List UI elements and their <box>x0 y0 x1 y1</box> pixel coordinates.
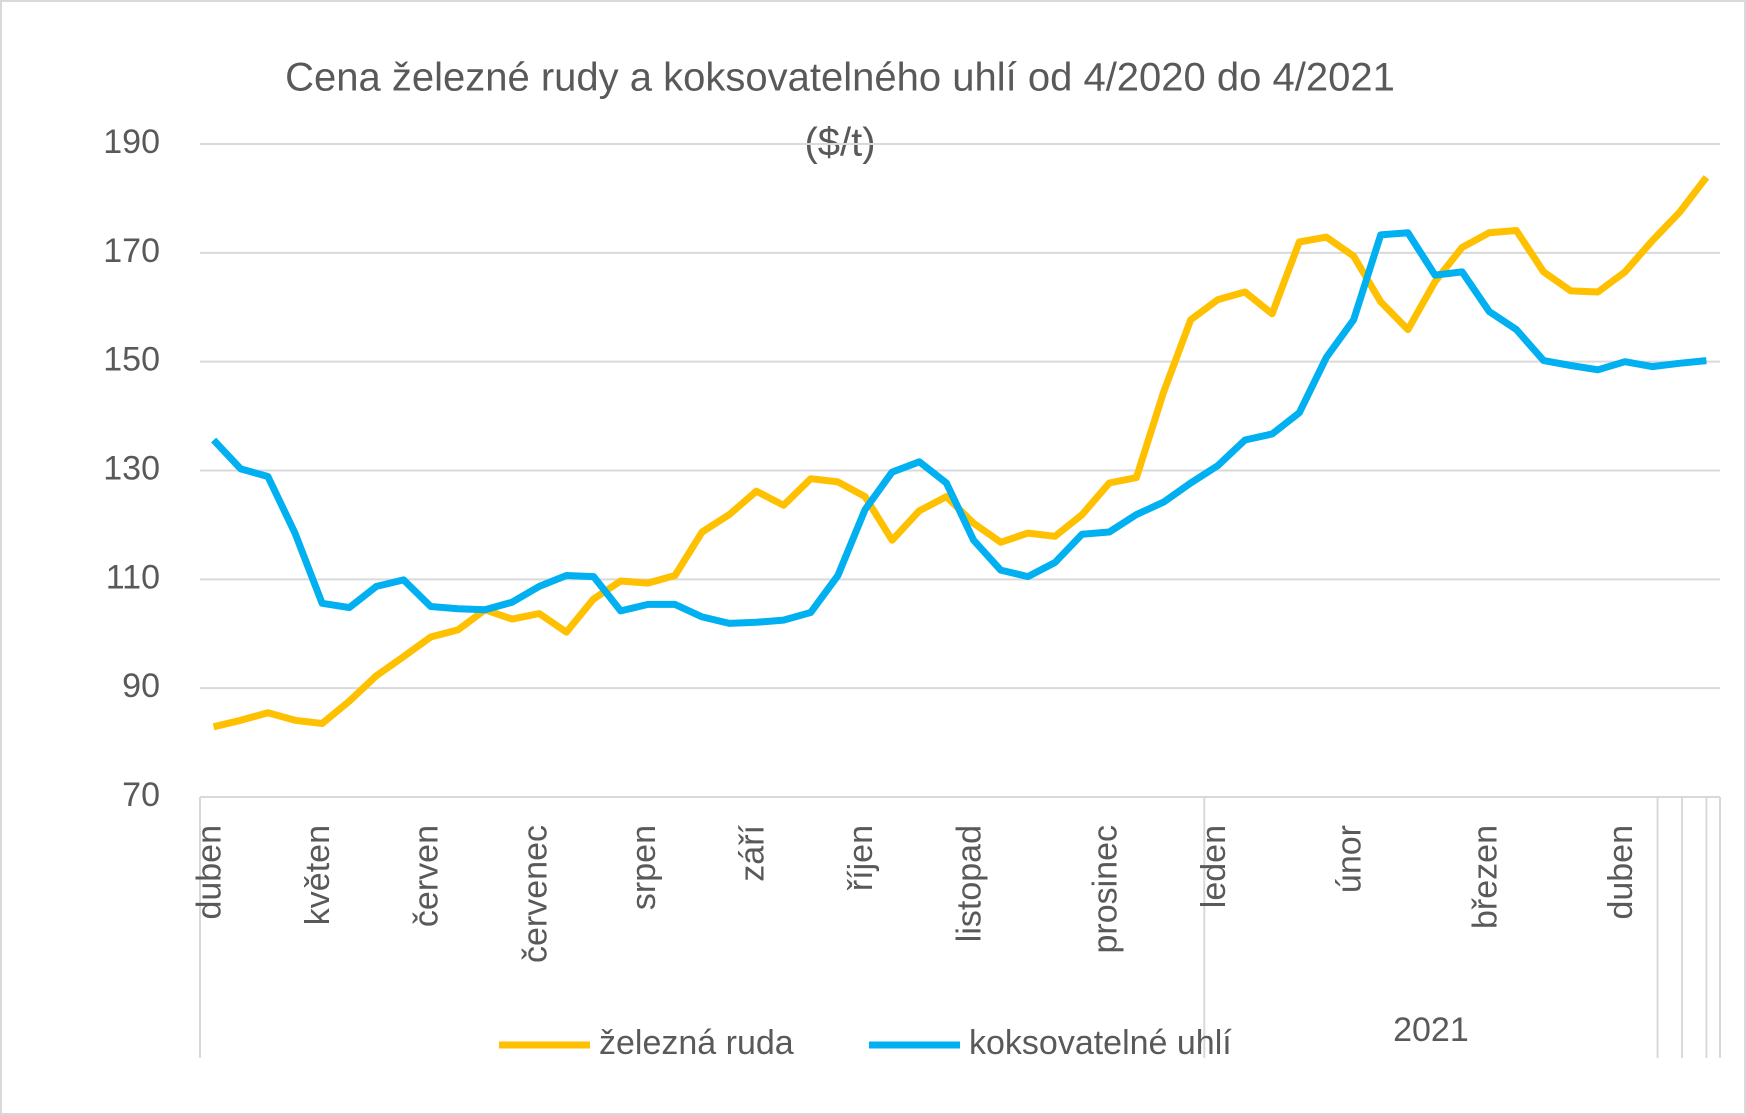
y-tick-label: 130 <box>103 449 160 487</box>
data-line <box>211 229 1707 627</box>
x-tick-label: únor <box>1331 825 1369 893</box>
x-tick-label: duben <box>191 825 229 920</box>
x-tick-label: prosinec <box>1086 825 1124 954</box>
y-tick-label: 170 <box>103 232 160 270</box>
x-tick-label: červen <box>408 825 446 927</box>
chart-title: ($/t) <box>804 121 875 165</box>
x-tick-label: duben <box>1602 825 1640 920</box>
x-tick-label: srpen <box>625 825 663 910</box>
y-tick-label: 70 <box>122 776 160 814</box>
year-label: 2021 <box>1393 1011 1469 1049</box>
y-tick-label: 110 <box>106 558 160 596</box>
x-tick-label: listopad <box>951 825 989 942</box>
y-tick-label: 150 <box>103 341 160 379</box>
x-tick-label: červenec <box>516 825 554 963</box>
y-tick-label: 90 <box>122 667 160 705</box>
legend-label: koksovatelné uhlí <box>969 1024 1232 1062</box>
y-tick-label: 190 <box>103 123 160 161</box>
x-tick-label: září <box>733 824 771 881</box>
legend-label: železná ruda <box>599 1024 794 1062</box>
x-tick-label: leden <box>1195 825 1233 908</box>
x-tick-label: květen <box>299 825 337 925</box>
x-tick-label: březen <box>1466 825 1504 929</box>
x-tick-label: říjen <box>842 825 880 891</box>
chart-title: Cena železné rudy a koksovatelného uhlí … <box>285 56 1395 100</box>
